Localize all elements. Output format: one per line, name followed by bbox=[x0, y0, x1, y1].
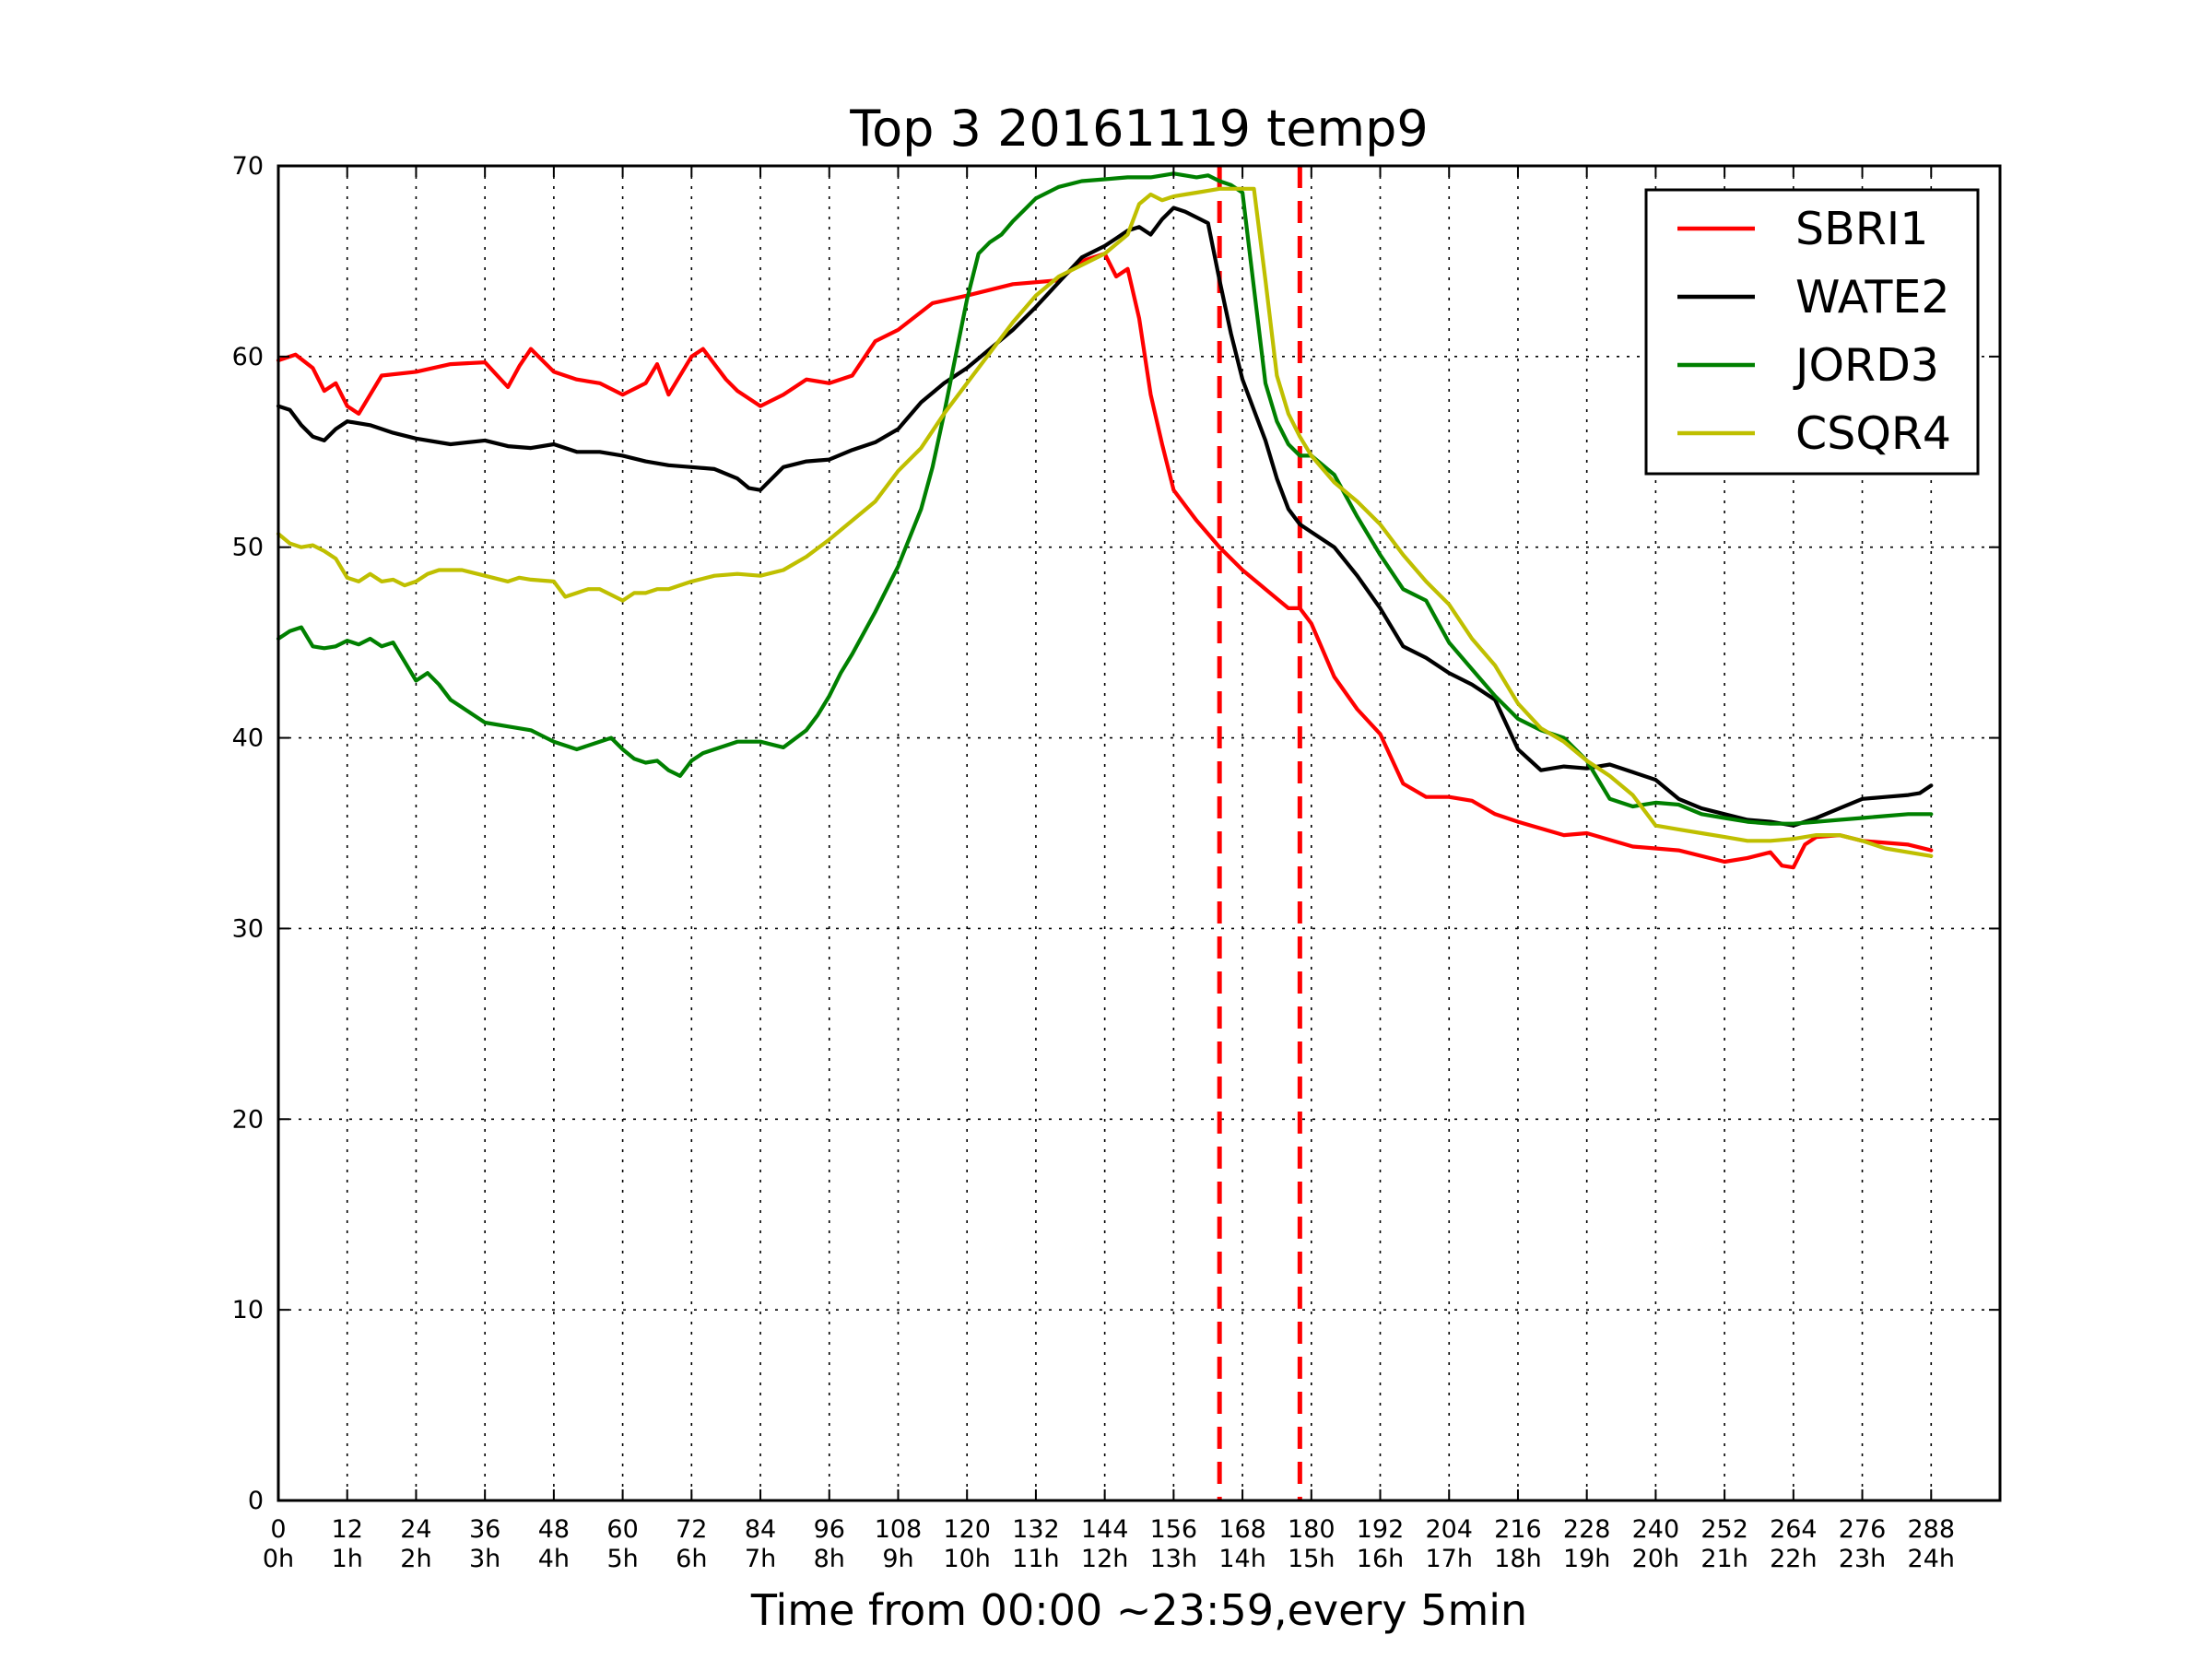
x-tick-sublabel: 16h bbox=[1357, 1545, 1404, 1573]
series-lines bbox=[276, 171, 1934, 870]
x-tick-sublabel: 21h bbox=[1700, 1545, 1747, 1573]
x-tick-label: 288 bbox=[1908, 1515, 1956, 1544]
y-tick-label: 20 bbox=[232, 1105, 264, 1134]
x-tick-sublabel: 1h bbox=[332, 1545, 363, 1573]
x-tick-label: 144 bbox=[1081, 1515, 1129, 1544]
x-tick-label: 276 bbox=[1839, 1515, 1887, 1544]
y-tick-label: 40 bbox=[232, 724, 264, 753]
x-tick-label: 108 bbox=[875, 1515, 923, 1544]
x-tick-label: 228 bbox=[1563, 1515, 1611, 1544]
x-tick-label: 156 bbox=[1150, 1515, 1198, 1544]
x-tick-sublabel: 12h bbox=[1081, 1545, 1128, 1573]
x-tick-sublabel: 22h bbox=[1770, 1545, 1817, 1573]
x-axis-label: Time from 00:00 ~23:59,every 5min bbox=[750, 1585, 1527, 1635]
x-tick-label: 72 bbox=[676, 1515, 707, 1544]
y-tick-label: 10 bbox=[232, 1296, 264, 1324]
x-tick-sublabel: 3h bbox=[469, 1545, 500, 1573]
x-tick-label: 216 bbox=[1494, 1515, 1542, 1544]
x-tick-label: 252 bbox=[1700, 1515, 1748, 1544]
x-tick-sublabel: 24h bbox=[1908, 1545, 1955, 1573]
x-tick-sublabel: 19h bbox=[1563, 1545, 1610, 1573]
x-tick-sublabel: 10h bbox=[943, 1545, 990, 1573]
x-tick-label: 168 bbox=[1218, 1515, 1266, 1544]
legend-label: CSQR4 bbox=[1795, 407, 1951, 460]
x-tick-sublabel: 6h bbox=[676, 1545, 707, 1573]
x-tick-sublabel: 0h bbox=[263, 1545, 294, 1573]
x-tick-label: 96 bbox=[814, 1515, 845, 1544]
x-tick-sublabel: 4h bbox=[538, 1545, 570, 1573]
vertical-markers bbox=[1217, 166, 1302, 1500]
x-tick-sublabel: 14h bbox=[1218, 1545, 1265, 1573]
x-tick-sublabel: 20h bbox=[1632, 1545, 1679, 1573]
x-tick-label: 84 bbox=[745, 1515, 776, 1544]
x-tick-label: 24 bbox=[400, 1515, 431, 1544]
legend-box bbox=[1644, 188, 1980, 476]
x-tick-label: 240 bbox=[1632, 1515, 1680, 1544]
series-line-wate2 bbox=[276, 206, 1934, 828]
series-line-csqr4 bbox=[276, 186, 1934, 858]
legend-label: WATE2 bbox=[1795, 271, 1950, 324]
x-tick-sublabel: 5h bbox=[606, 1545, 638, 1573]
x-tick-sublabel: 9h bbox=[882, 1545, 913, 1573]
chart-title: Top 3 20161119 temp9 bbox=[849, 100, 1428, 158]
x-tick-sublabel: 11h bbox=[1012, 1545, 1059, 1573]
x-tick-label: 264 bbox=[1770, 1515, 1818, 1544]
x-tick-label: 0 bbox=[270, 1515, 286, 1544]
y-tick-label: 70 bbox=[232, 152, 264, 181]
x-tick-sublabel: 2h bbox=[400, 1545, 431, 1573]
y-tick-label: 60 bbox=[232, 343, 264, 371]
y-tick-label: 50 bbox=[232, 534, 264, 562]
x-tick-sublabel: 23h bbox=[1839, 1545, 1886, 1573]
x-tick-label: 180 bbox=[1288, 1515, 1335, 1544]
plot-frame bbox=[276, 164, 2002, 1502]
legend-label: JORD3 bbox=[1793, 339, 1939, 392]
x-tick-sublabel: 18h bbox=[1494, 1545, 1541, 1573]
y-tick-label: 0 bbox=[248, 1487, 264, 1515]
x-tick-sublabel: 13h bbox=[1150, 1545, 1197, 1573]
x-tick-label: 120 bbox=[943, 1515, 991, 1544]
axis-ticks: 00h121h242h363h484h605h726h847h968h1089h… bbox=[232, 152, 2000, 1573]
x-tick-sublabel: 15h bbox=[1288, 1545, 1335, 1573]
x-tick-label: 132 bbox=[1012, 1515, 1060, 1544]
x-tick-sublabel: 7h bbox=[745, 1545, 776, 1573]
x-tick-label: 204 bbox=[1425, 1515, 1473, 1544]
x-tick-sublabel: 17h bbox=[1426, 1545, 1473, 1573]
x-tick-label: 12 bbox=[332, 1515, 363, 1544]
legend: SBRI1 WATE2 JORD3 CSQR4 bbox=[1644, 188, 1980, 476]
x-tick-label: 48 bbox=[538, 1515, 570, 1544]
y-tick-label: 30 bbox=[232, 914, 264, 943]
x-tick-label: 192 bbox=[1357, 1515, 1405, 1544]
x-tick-label: 60 bbox=[606, 1515, 638, 1544]
x-tick-sublabel: 8h bbox=[814, 1545, 845, 1573]
x-tick-label: 36 bbox=[469, 1515, 500, 1544]
legend-label: SBRI1 bbox=[1795, 203, 1928, 255]
